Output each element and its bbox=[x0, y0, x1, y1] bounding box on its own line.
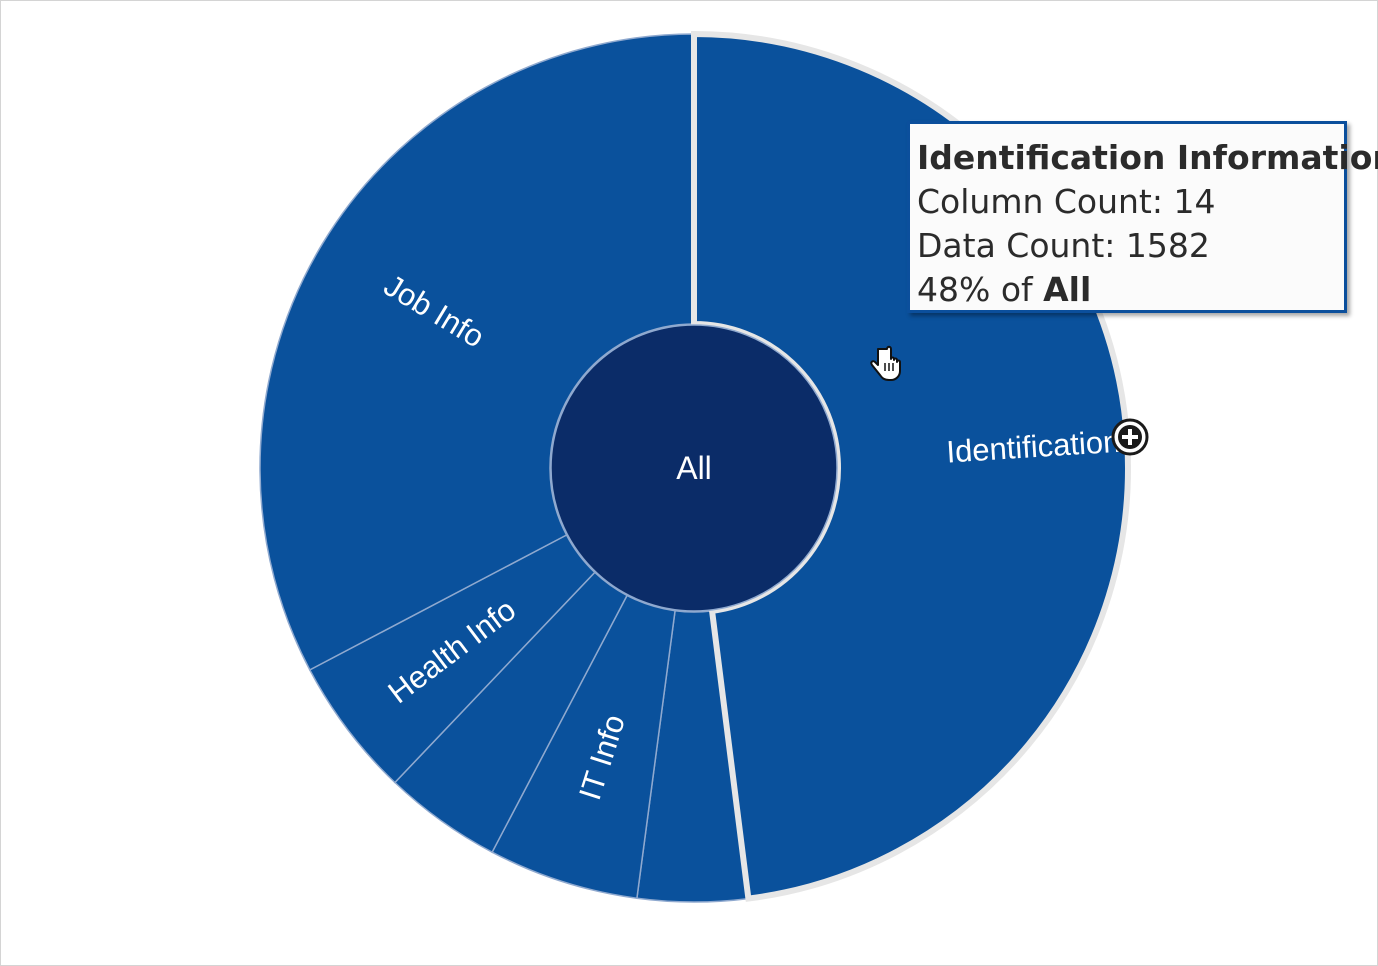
tooltip-percent: 48% of All bbox=[917, 268, 1344, 312]
tooltip-title: Identification Information bbox=[917, 138, 1378, 177]
tooltip-percent-of: All bbox=[1043, 270, 1092, 309]
zoom-in-plus-icon[interactable] bbox=[1110, 417, 1150, 457]
tooltip-percent-text: 48% of bbox=[917, 270, 1044, 309]
center-circle[interactable] bbox=[550, 324, 838, 612]
pointer-hand-icon bbox=[870, 345, 901, 381]
center-label: All bbox=[676, 450, 712, 486]
tooltip-data-count: Data Count: 1582 bbox=[917, 226, 1210, 265]
center-node[interactable]: All bbox=[550, 324, 838, 612]
segment-tooltip: Identification Information Column Count:… bbox=[907, 121, 1378, 313]
segment-job-info[interactable] bbox=[259, 33, 695, 671]
tooltip-column-count: Column Count: 14 bbox=[917, 182, 1216, 221]
